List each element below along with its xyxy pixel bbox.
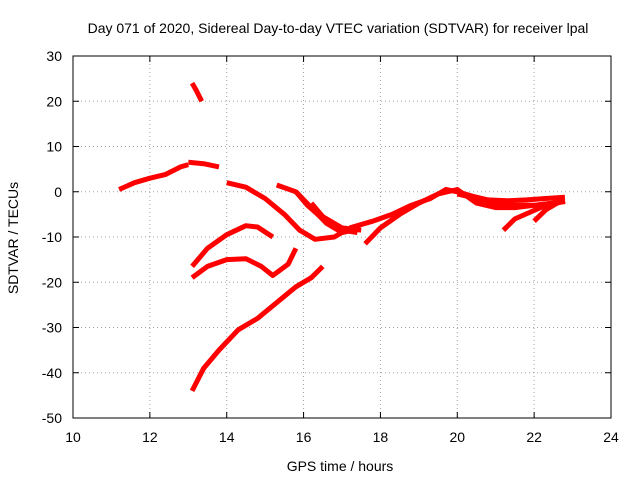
series-s1 — [118, 162, 190, 192]
y-tick-label: 10 — [46, 139, 62, 155]
y-tick-label: -20 — [42, 274, 62, 290]
grid-lines — [73, 56, 611, 418]
y-axis-label: SDTVAR / TECUs — [5, 182, 21, 294]
tick-labels: 10 12 14 16 18 20 22 24 30 20 10 0 -10 -20 -30 -40 -50 — [42, 48, 619, 445]
x-tick-label: 10 — [65, 429, 81, 445]
x-tick-label: 24 — [603, 429, 619, 445]
y-tick-label: -50 — [42, 410, 62, 426]
series-s9 — [190, 247, 299, 280]
x-tick-label: 22 — [526, 429, 542, 445]
series-s10 — [189, 264, 325, 393]
x-tick-label: 18 — [373, 429, 389, 445]
series-s2 — [188, 159, 220, 170]
y-tick-label: 0 — [54, 184, 62, 200]
series-s8 — [190, 223, 275, 269]
chart-title: Day 071 of 2020, Sidereal Day-to-day VTE… — [88, 20, 589, 36]
x-tick-label: 16 — [296, 429, 312, 445]
y-tick-label: 30 — [46, 48, 62, 64]
x-tick-label: 20 — [449, 429, 465, 445]
x-axis-label: GPS time / hours — [287, 458, 394, 474]
series-layer — [118, 81, 566, 393]
series-s3 — [189, 81, 204, 103]
y-tick-label: -30 — [42, 320, 62, 336]
x-tick-label: 12 — [142, 429, 158, 445]
y-tick-label: 20 — [46, 93, 62, 109]
x-tick-label: 14 — [219, 429, 235, 445]
series-s15 — [532, 198, 566, 223]
series-s4 — [226, 180, 344, 242]
y-tick-label: -40 — [42, 365, 62, 381]
axis-ticks — [72, 55, 612, 419]
y-tick-label: -10 — [42, 229, 62, 245]
